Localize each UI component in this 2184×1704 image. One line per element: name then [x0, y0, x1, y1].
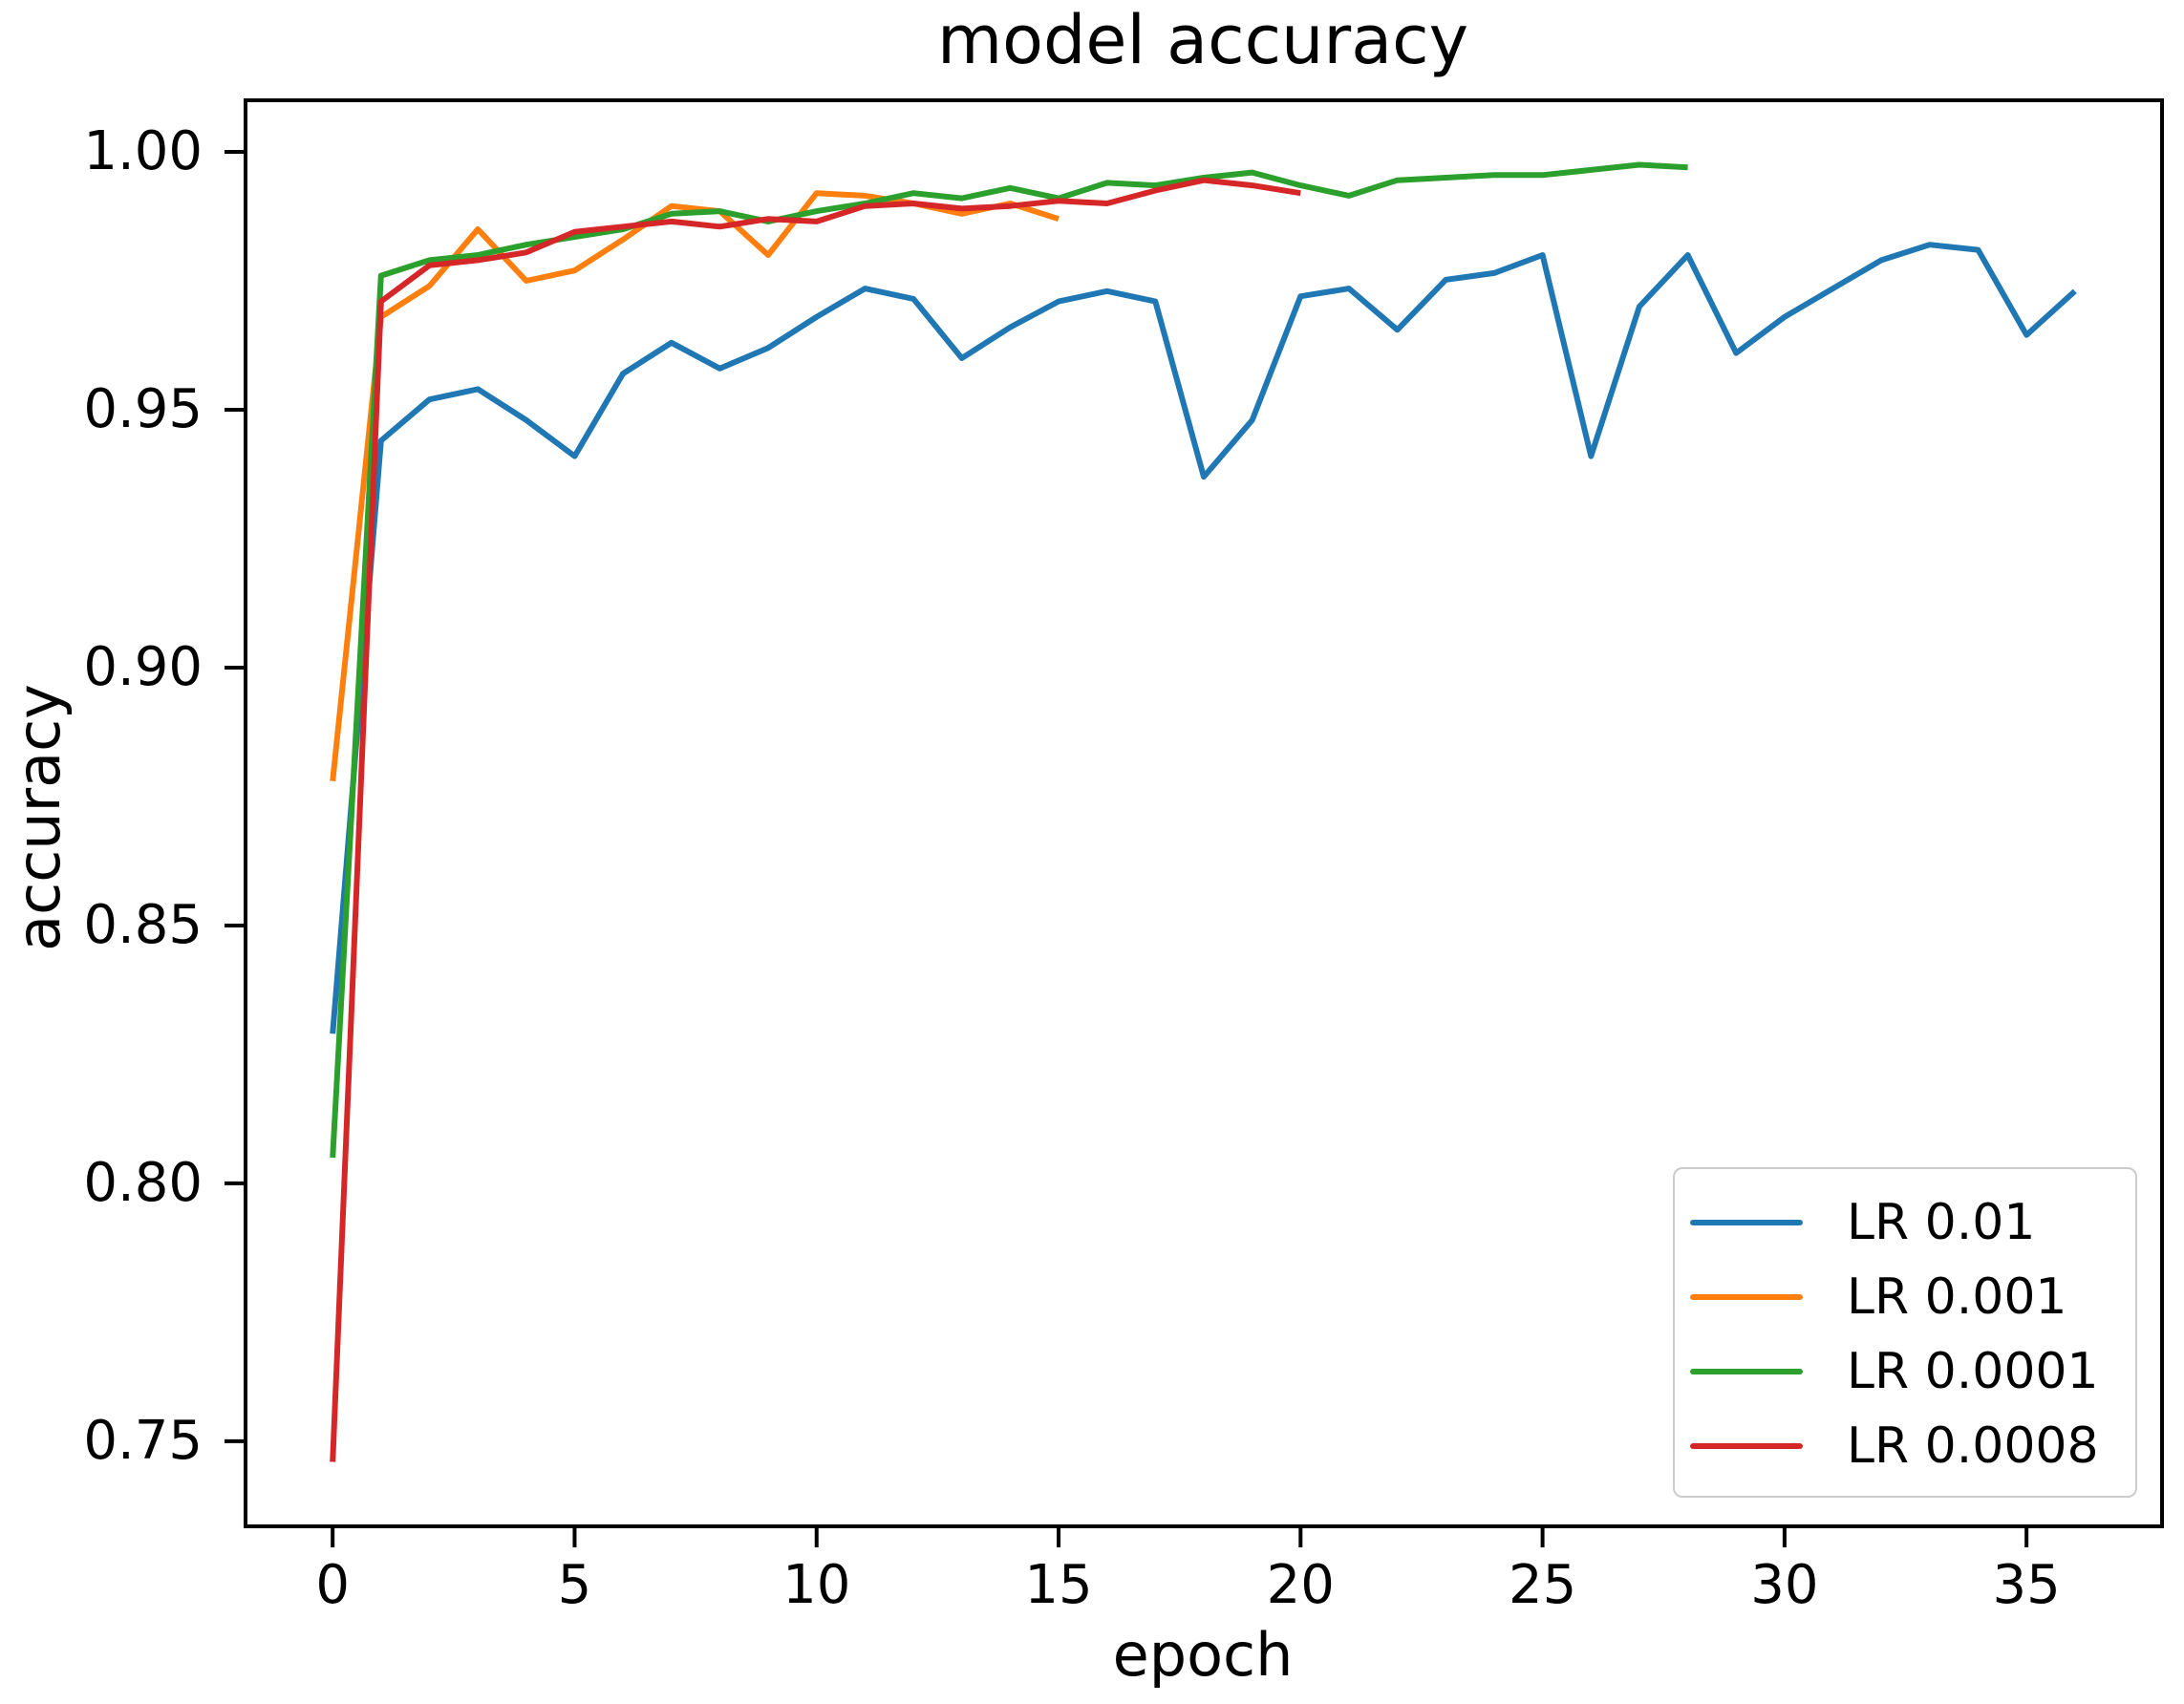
y-tick-label: 0.80 [83, 1151, 203, 1214]
y-axis-label: accuracy [4, 684, 74, 951]
y-tick-label: 0.75 [83, 1409, 203, 1472]
y-tick-label: 0.95 [83, 377, 203, 440]
legend-line-swatch [1690, 1443, 1803, 1449]
legend-line-swatch [1690, 1294, 1803, 1300]
y-tick-label: 1.00 [83, 119, 203, 182]
x-tick-label: 35 [1992, 1554, 2061, 1616]
legend-item: LR 0.01 [1675, 1194, 2135, 1251]
y-tick-label: 0.85 [83, 893, 203, 956]
x-tick-label: 25 [1508, 1554, 1577, 1616]
x-tick-label: 30 [1750, 1554, 1819, 1616]
series-lines [330, 161, 2077, 1462]
legend-line-swatch [1690, 1220, 1803, 1225]
legend-label: LR 0.01 [1847, 1194, 2036, 1251]
legend-item: LR 0.0008 [1675, 1417, 2135, 1475]
y-tick-label: 0.90 [83, 635, 203, 698]
x-tick-label: 0 [315, 1554, 350, 1616]
legend-item: LR 0.001 [1675, 1268, 2135, 1326]
legend-item: LR 0.0001 [1675, 1343, 2135, 1400]
legend-label: LR 0.0008 [1847, 1417, 2099, 1475]
chart-title: model accuracy [936, 1, 1469, 79]
legend-label: LR 0.0001 [1847, 1343, 2099, 1400]
x-tick-label: 10 [782, 1554, 851, 1616]
x-tick-label: 15 [1024, 1554, 1093, 1616]
x-tick-label: 5 [557, 1554, 592, 1616]
legend-line-swatch [1690, 1369, 1803, 1374]
legend-label: LR 0.001 [1847, 1268, 2067, 1326]
x-axis-label: epoch [1112, 1620, 1294, 1690]
axes-frame [225, 98, 2164, 1547]
legend: LR 0.01 LR 0.001 LR 0.0001 LR 0.0008 [1673, 1167, 2137, 1498]
x-tick-label: 20 [1266, 1554, 1335, 1616]
